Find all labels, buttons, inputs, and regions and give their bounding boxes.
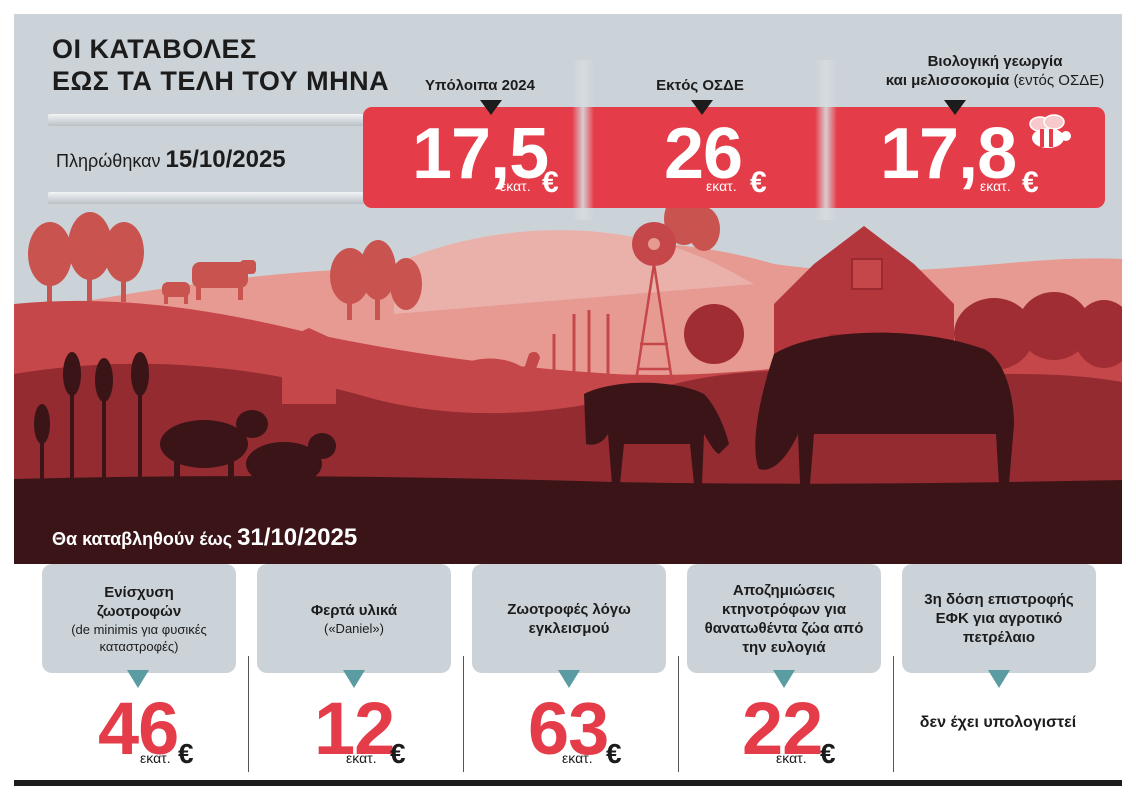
top-item-1-label: Υπόλοιπα 2024 (425, 77, 535, 94)
value-compensation: 22 (742, 687, 823, 770)
top-item-1-unit: εκατ. (500, 178, 531, 194)
bee-icon (1029, 114, 1071, 148)
decorative-bar-top (48, 114, 364, 126)
down-triangle-icon (944, 100, 966, 115)
card-compensation: Αποζημιώσεις κτηνοτρόφων για θανατωθέντα… (687, 564, 881, 673)
card-title: Ζωοτροφές λόγω εγκλεισμού (507, 600, 631, 637)
top-item-2-value: 26 (664, 114, 743, 194)
value-feed-aid: 46 (98, 687, 179, 770)
column-divider (463, 656, 464, 772)
euro-icon: € (1022, 166, 1039, 199)
card-feed-aid: Ενίσχυση ζωοτροφών (de minimis για φυσικ… (42, 564, 236, 673)
upcoming-prefix: Θα καταβληθούν έως (52, 529, 233, 549)
down-triangle-icon (773, 670, 795, 688)
title-line-1: ΟΙ ΚΑΤΑΒΟΛΕΣ (52, 34, 257, 64)
value-confinement-feed: 63 (528, 687, 609, 770)
top-item-3-value: 17,8 (880, 114, 1017, 194)
goats (414, 351, 540, 408)
column-divider (248, 656, 249, 772)
down-triangle-icon (691, 100, 713, 115)
down-triangle-icon (343, 670, 365, 688)
top-item-3-unit: εκατ. (980, 178, 1011, 194)
farm-illustration (14, 193, 1122, 514)
card-fuel-tax: 3η δόση επιστροφής ΕΦΚ για αγροτικό πετρ… (902, 564, 1096, 673)
top-item-3-label: Βιολογική γεωργία και μελισσοκομία (εντό… (880, 52, 1110, 90)
separator (572, 60, 594, 220)
card-title: 3η δόση επιστροφής ΕΦΚ για αγροτικό πετρ… (924, 591, 1074, 646)
unit: εκατ. (776, 750, 807, 766)
far-cattle (162, 260, 256, 304)
dark-band (14, 500, 1122, 564)
euro-icon: € (606, 738, 622, 769)
upcoming-date: 31/10/2025 (237, 524, 358, 551)
down-triangle-icon (558, 670, 580, 688)
top-item-3-label-line1: Βιολογική γεωργία (927, 53, 1063, 70)
card-debris: Φερτά υλικά («Daniel») (257, 564, 451, 673)
card-title: Ενίσχυση ζωοτροφών (96, 583, 182, 620)
title-line-2: ΕΩΣ ΤΑ ΤΕΛΗ ΤΟΥ ΜΗΝΑ (52, 66, 390, 96)
value-not-calculated: δεν έχει υπολογιστεί (919, 714, 1077, 731)
column-divider (893, 656, 894, 772)
bottom-rule (14, 780, 1122, 786)
card-title: Αποζημιώσεις κτηνοτρόφων για θανατωθέντα… (704, 581, 864, 656)
down-triangle-icon (127, 670, 149, 688)
decorative-bar-bottom (48, 192, 364, 204)
card-subtitle: («Daniel») (324, 620, 384, 636)
column-divider (678, 656, 679, 772)
beehive (274, 328, 344, 404)
farm-scene-background (14, 14, 1122, 514)
unit: εκατ. (346, 750, 377, 766)
top-item-3-note: (εντός ΟΣΔΕ) (1013, 72, 1105, 89)
euro-icon: € (820, 738, 836, 769)
euro-icon: € (750, 166, 767, 199)
unit: εκατ. (140, 750, 171, 766)
down-triangle-icon (480, 100, 502, 115)
down-triangle-icon (988, 670, 1010, 688)
paid-prefix: Πληρώθηκαν (56, 151, 161, 171)
card-subtitle: (de minimis για φυσικές καταστροφές) (71, 621, 207, 654)
euro-icon: € (178, 738, 194, 769)
unit: εκατ. (562, 750, 593, 766)
card-title: Φερτά υλικά (310, 601, 398, 619)
paid-date: 15/10/2025 (165, 146, 286, 173)
windmill (632, 263, 676, 395)
paid-label: Πληρώθηκαν 15/10/2025 (56, 146, 286, 174)
euro-icon: € (390, 738, 406, 769)
top-item-1-value: 17,5 (412, 114, 549, 194)
cows (584, 332, 1014, 484)
wheat-stalks (552, 310, 610, 374)
card-confinement-feed: Ζωοτροφές λόγω εγκλεισμού (472, 564, 666, 673)
value-debris: 12 (314, 687, 395, 770)
top-item-3-label-line2: και μελισσοκομία (εντός ΟΣΔΕ) (885, 72, 1105, 89)
upcoming-label: Θα καταβληθούν έως 31/10/2025 (52, 524, 357, 552)
separator (815, 60, 837, 220)
top-values-panel (363, 107, 1105, 208)
euro-icon: € (542, 166, 559, 199)
top-item-2-unit: εκατ. (706, 178, 737, 194)
top-item-2-label: Εκτός ΟΣΔΕ (656, 77, 744, 94)
